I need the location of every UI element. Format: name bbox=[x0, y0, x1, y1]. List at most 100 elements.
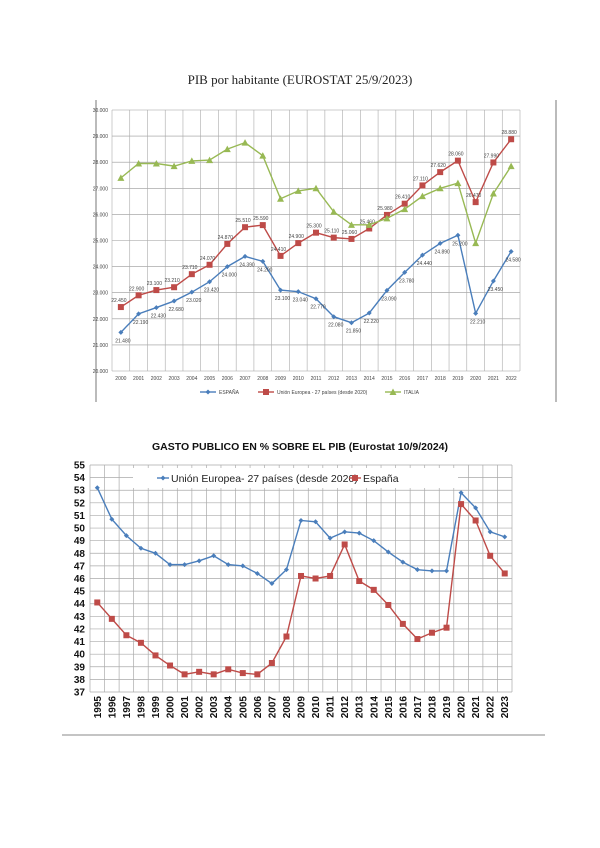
chart1-data-point bbox=[384, 287, 390, 293]
chart1-data-point bbox=[454, 157, 461, 164]
chart2-data-point bbox=[487, 529, 493, 535]
chart2-y-tick-label: 41 bbox=[74, 637, 86, 648]
chart1-legend-marker bbox=[205, 389, 211, 395]
chart1-data-label: 28.060 bbox=[448, 152, 464, 158]
chart1-data-point bbox=[170, 162, 178, 170]
chart1-legend-label: Unión Europea - 27 países (desde 2020) bbox=[277, 390, 368, 396]
chart2-x-tick-label: 1998 bbox=[136, 696, 147, 719]
chart1-data-point bbox=[419, 252, 425, 258]
chart2-y-tick-label: 43 bbox=[74, 612, 86, 623]
chart2-data-point bbox=[473, 505, 479, 511]
chart1-data-point bbox=[259, 152, 267, 159]
chart1-data-point bbox=[277, 252, 284, 259]
chart2-data-point bbox=[210, 671, 217, 678]
chart1-data-point bbox=[312, 184, 320, 192]
chart2-y-tick-label: 45 bbox=[74, 587, 86, 598]
chart1-data-label: 23.450 bbox=[488, 287, 504, 293]
chart1-data-point bbox=[402, 269, 408, 275]
chart1-data-point bbox=[331, 314, 337, 320]
chart2-data-point bbox=[443, 624, 450, 631]
chart1-data-label: 26.410 bbox=[395, 195, 411, 201]
chart2-data-point bbox=[400, 559, 406, 565]
chart1-data-point bbox=[278, 287, 284, 293]
chart2-data-point bbox=[429, 568, 435, 574]
chart1-x-tick-label: 2013 bbox=[346, 376, 357, 382]
chart2-y-tick-label: 40 bbox=[74, 650, 86, 661]
chart2-data-point bbox=[341, 541, 348, 548]
chart2-x-tick-label: 2005 bbox=[238, 696, 249, 719]
chart1-x-tick-label: 2008 bbox=[257, 376, 268, 382]
chart1-data-point bbox=[259, 222, 266, 229]
chart2-data-point bbox=[502, 534, 508, 540]
chart1-data-point bbox=[224, 264, 230, 270]
chart2-y-tick-label: 47 bbox=[74, 561, 86, 572]
chart1-data-label: 25.590 bbox=[253, 216, 269, 222]
chart2-data-point bbox=[268, 659, 275, 666]
chart2-data-point bbox=[414, 567, 420, 573]
chart2-data-point bbox=[225, 666, 232, 673]
chart1-data-label: 22.770 bbox=[310, 305, 326, 311]
chart1-data-point bbox=[347, 221, 355, 228]
chart2-x-tick-label: 2011 bbox=[326, 696, 337, 718]
chart1-data-point bbox=[418, 192, 426, 200]
chart2-data-point bbox=[152, 550, 158, 556]
chart1-data-label: 22.450 bbox=[111, 298, 127, 304]
chart1-data-label: 24.900 bbox=[289, 234, 305, 240]
chart1-data-label: 25.060 bbox=[342, 230, 358, 236]
chart2-series-line bbox=[96, 502, 506, 676]
chart1-x-tick-label: 2010 bbox=[293, 376, 304, 382]
chart1-data-point bbox=[366, 225, 373, 232]
chart2-data-point bbox=[182, 562, 188, 568]
chart2-data-point bbox=[487, 552, 494, 559]
chart2-data-point bbox=[356, 530, 362, 536]
chart1-data-point bbox=[489, 190, 497, 197]
chart1-data-point bbox=[241, 139, 249, 146]
chart2-data-point bbox=[152, 652, 159, 659]
chart1-data-point bbox=[207, 279, 213, 285]
chart1-data-label: 25.980 bbox=[377, 206, 393, 212]
chart1-legend-label: ESPAÑA bbox=[219, 389, 240, 396]
chart1-data-point bbox=[117, 304, 124, 311]
chart2-data-point bbox=[138, 545, 144, 551]
chart1-x-tick-label: 2007 bbox=[239, 376, 250, 382]
chart1-data-label: 22.680 bbox=[168, 307, 184, 313]
chart2-x-tick-label: 2001 bbox=[180, 696, 191, 719]
chart1-data-point bbox=[401, 205, 409, 213]
chart2-data-point bbox=[501, 570, 508, 577]
chart1-data-label: 24.200 bbox=[257, 267, 273, 273]
chart2-data-point bbox=[123, 533, 129, 539]
chart2-x-tick-label: 2021 bbox=[471, 696, 482, 719]
chart2-x-tick-label: 2018 bbox=[427, 696, 438, 719]
chart2-data-point bbox=[458, 501, 465, 508]
chart1-data-label: 21.480 bbox=[115, 338, 131, 344]
chart2-data-point bbox=[472, 517, 479, 524]
chart1-data-label: 23.210 bbox=[164, 278, 180, 284]
chart1-data-label: 22.220 bbox=[364, 319, 380, 325]
chart1-data-label: 25.300 bbox=[306, 224, 322, 230]
chart1-data-label: 23.710 bbox=[182, 265, 198, 271]
chart2-data-point bbox=[312, 575, 319, 582]
chart2-x-tick-label: 2012 bbox=[340, 696, 351, 719]
chart1-legend-label: ITALIA bbox=[404, 390, 420, 396]
chart2-x-tick-label: 2000 bbox=[166, 696, 177, 719]
chart2-y-tick-label: 52 bbox=[74, 498, 86, 509]
chart2-x-tick-label: 2016 bbox=[398, 696, 409, 719]
chart2-legend-label: España bbox=[363, 473, 399, 485]
chart2-x-tick-label: 2009 bbox=[297, 696, 308, 719]
chart2-x-tick-label: 2014 bbox=[369, 696, 380, 719]
chart1-data-label: 25.110 bbox=[324, 229, 339, 235]
chart1-data-point bbox=[152, 160, 160, 167]
chart1-data-label: 23.090 bbox=[381, 296, 397, 302]
chart2-title: GASTO PUBLICO EN % SOBRE EL PIB (Eurosta… bbox=[151, 441, 449, 453]
chart1-y-tick-label: 21.000 bbox=[93, 343, 109, 349]
chart2-data-point bbox=[225, 562, 231, 568]
chart1-data-label: 23.780 bbox=[399, 278, 415, 284]
chart2-y-tick-label: 54 bbox=[74, 473, 86, 484]
chart2-x-tick-label: 2007 bbox=[267, 696, 278, 719]
chart2-y-tick-label: 53 bbox=[74, 486, 86, 497]
chart1-data-point bbox=[437, 169, 444, 176]
chart1-data-point bbox=[188, 157, 196, 164]
chart1-data-point bbox=[437, 240, 443, 246]
chart2-data-point bbox=[167, 662, 174, 669]
chart2-y-tick-label: 38 bbox=[74, 675, 86, 686]
